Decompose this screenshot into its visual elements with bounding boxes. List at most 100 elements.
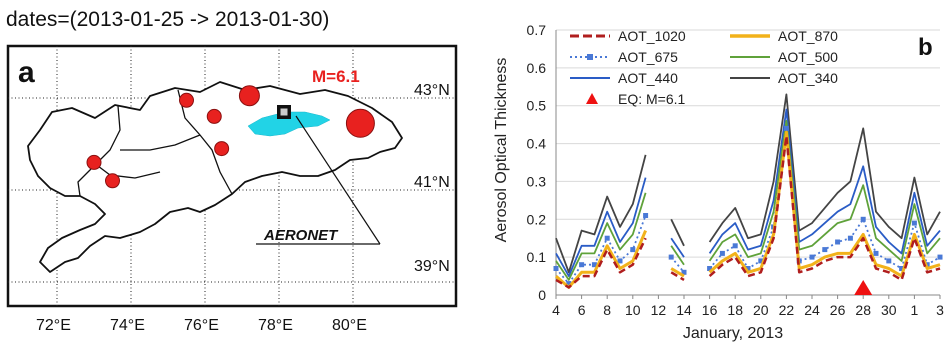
chart-panel: 0 0.1 0.2 0.3 0.4 0.5 0.6 0.7 4 6 8 10 12 14 16 18 20 22 2… — [478, 0, 948, 346]
series-line — [555, 192, 647, 281]
series-line — [555, 237, 647, 289]
chart-axes: 0 0.1 0.2 0.3 0.4 0.5 0.6 0.7 4 6 8 10 12 14 16 18 20 22 2… — [527, 22, 945, 318]
x-tick-label: 1 — [911, 302, 919, 318]
series-point — [873, 250, 879, 256]
province-border-south — [89, 159, 161, 179]
y-tick-label: 0 — [538, 287, 546, 303]
x-tick-label: 3 — [936, 302, 944, 318]
x-tick-label: 18 — [727, 302, 743, 318]
series-line — [708, 130, 941, 278]
y-tick-label: 0.4 — [527, 136, 547, 152]
y-tick-label: 0.1 — [527, 249, 547, 265]
chart-panel-label: b — [918, 34, 933, 61]
x-tick-label: 24 — [804, 302, 820, 318]
legend-label: AOT_1020 — [618, 28, 686, 44]
lon-label-80: 80°E — [332, 317, 367, 334]
legend-label: AOT_870 — [778, 28, 838, 44]
series-line — [555, 230, 647, 289]
eq-event-marker — [854, 280, 873, 295]
legend-swatch-point — [587, 54, 593, 60]
x-tick-label: 4 — [552, 302, 560, 318]
series-point — [643, 213, 649, 218]
legend-label: EQ: M=6.1 — [618, 91, 686, 107]
lat-label-41: 41°N — [414, 174, 450, 191]
chart-y-axis-label: Aerosol Optical Thickness — [493, 58, 510, 243]
province-border-west — [77, 105, 121, 197]
series-point — [566, 281, 572, 287]
series-line — [670, 267, 685, 278]
earthquake-marker — [105, 173, 120, 189]
aeronet-station-marker-inner — [279, 107, 289, 117]
x-tick-label: 14 — [676, 302, 692, 318]
x-tick-label: 8 — [603, 302, 611, 318]
y-tick-label: 0.6 — [527, 60, 547, 76]
y-tick-label: 0.3 — [527, 173, 547, 189]
magnitude-label: M=6.1 — [312, 67, 360, 86]
x-tick-label: 20 — [753, 302, 769, 318]
station-pointer-line — [295, 115, 381, 245]
series-point — [719, 250, 725, 256]
lon-label-72: 72°E — [36, 317, 71, 334]
x-tick-label: 22 — [779, 302, 795, 318]
series-point — [681, 269, 687, 275]
series-point — [630, 247, 636, 253]
country-outline — [27, 81, 403, 273]
x-tick-label: 16 — [702, 302, 718, 318]
series-line — [555, 154, 647, 274]
series-point — [579, 262, 585, 268]
series-point — [847, 235, 853, 241]
legend-label: AOT_440 — [618, 70, 678, 86]
map-date-label: dates=(2013-01-25 -> 2013-01-30) — [6, 8, 329, 31]
series-aot-500 — [555, 120, 941, 281]
series-point — [668, 254, 674, 260]
x-tick-label: 26 — [830, 302, 846, 318]
province-border-central — [177, 89, 233, 195]
lon-label-74: 74°E — [110, 317, 145, 334]
series-point — [899, 266, 905, 271]
aot-chart: 0 0.1 0.2 0.3 0.4 0.5 0.6 0.7 4 6 8 10 12 14 16 18 20 22 2… — [493, 22, 945, 342]
series-point — [835, 239, 841, 245]
province-borders — [77, 89, 233, 197]
series-point — [745, 266, 751, 271]
series-point — [707, 266, 713, 271]
legend-label: AOT_500 — [778, 49, 838, 65]
series-point — [758, 258, 764, 264]
series-point — [860, 216, 866, 222]
series-line — [708, 108, 941, 255]
series-point — [591, 262, 597, 268]
series-line — [670, 271, 685, 281]
legend-eq-swatch — [586, 93, 598, 104]
series-point — [809, 254, 815, 260]
series-point — [822, 247, 828, 253]
map-panel-label: a — [18, 56, 35, 89]
earthquake-marker — [345, 108, 375, 138]
series-point — [886, 258, 892, 264]
earthquake-marker — [214, 141, 230, 157]
y-tick-label: 0.2 — [527, 211, 547, 227]
x-tick-label: 10 — [625, 302, 641, 318]
map-panel: dates=(2013-01-25 -> 2013-01-30) — [0, 0, 470, 346]
lat-label-39: 39°N — [414, 258, 450, 275]
series-point — [783, 125, 789, 131]
chart-legend: AOT_1020 AOT_870 AOT_675 AOT_500 AOT_440 AOT_… — [570, 28, 838, 107]
lat-label-43: 43°N — [414, 82, 450, 99]
series-line — [555, 177, 647, 278]
x-tick-label: 6 — [578, 302, 586, 318]
y-tick-label: 0.5 — [527, 98, 547, 114]
y-tick-label: 0.7 — [527, 22, 547, 38]
legend-label: AOT_340 — [778, 70, 838, 86]
series-point — [604, 235, 610, 241]
series-aot-440 — [555, 108, 941, 278]
earthquake-marker — [179, 92, 194, 108]
series-line — [670, 218, 685, 247]
series-line — [670, 256, 685, 273]
earthquake-layer — [86, 85, 375, 189]
earthquake-marker — [206, 108, 222, 124]
lon-label-78: 78°E — [258, 317, 293, 334]
earthquake-marker — [86, 154, 102, 170]
legend-label: AOT_675 — [618, 49, 678, 65]
series-line — [708, 120, 941, 262]
x-tick-label: 12 — [651, 302, 667, 318]
chart-x-axis-label: January, 2013 — [683, 325, 783, 342]
series-aot-340 — [555, 93, 941, 274]
